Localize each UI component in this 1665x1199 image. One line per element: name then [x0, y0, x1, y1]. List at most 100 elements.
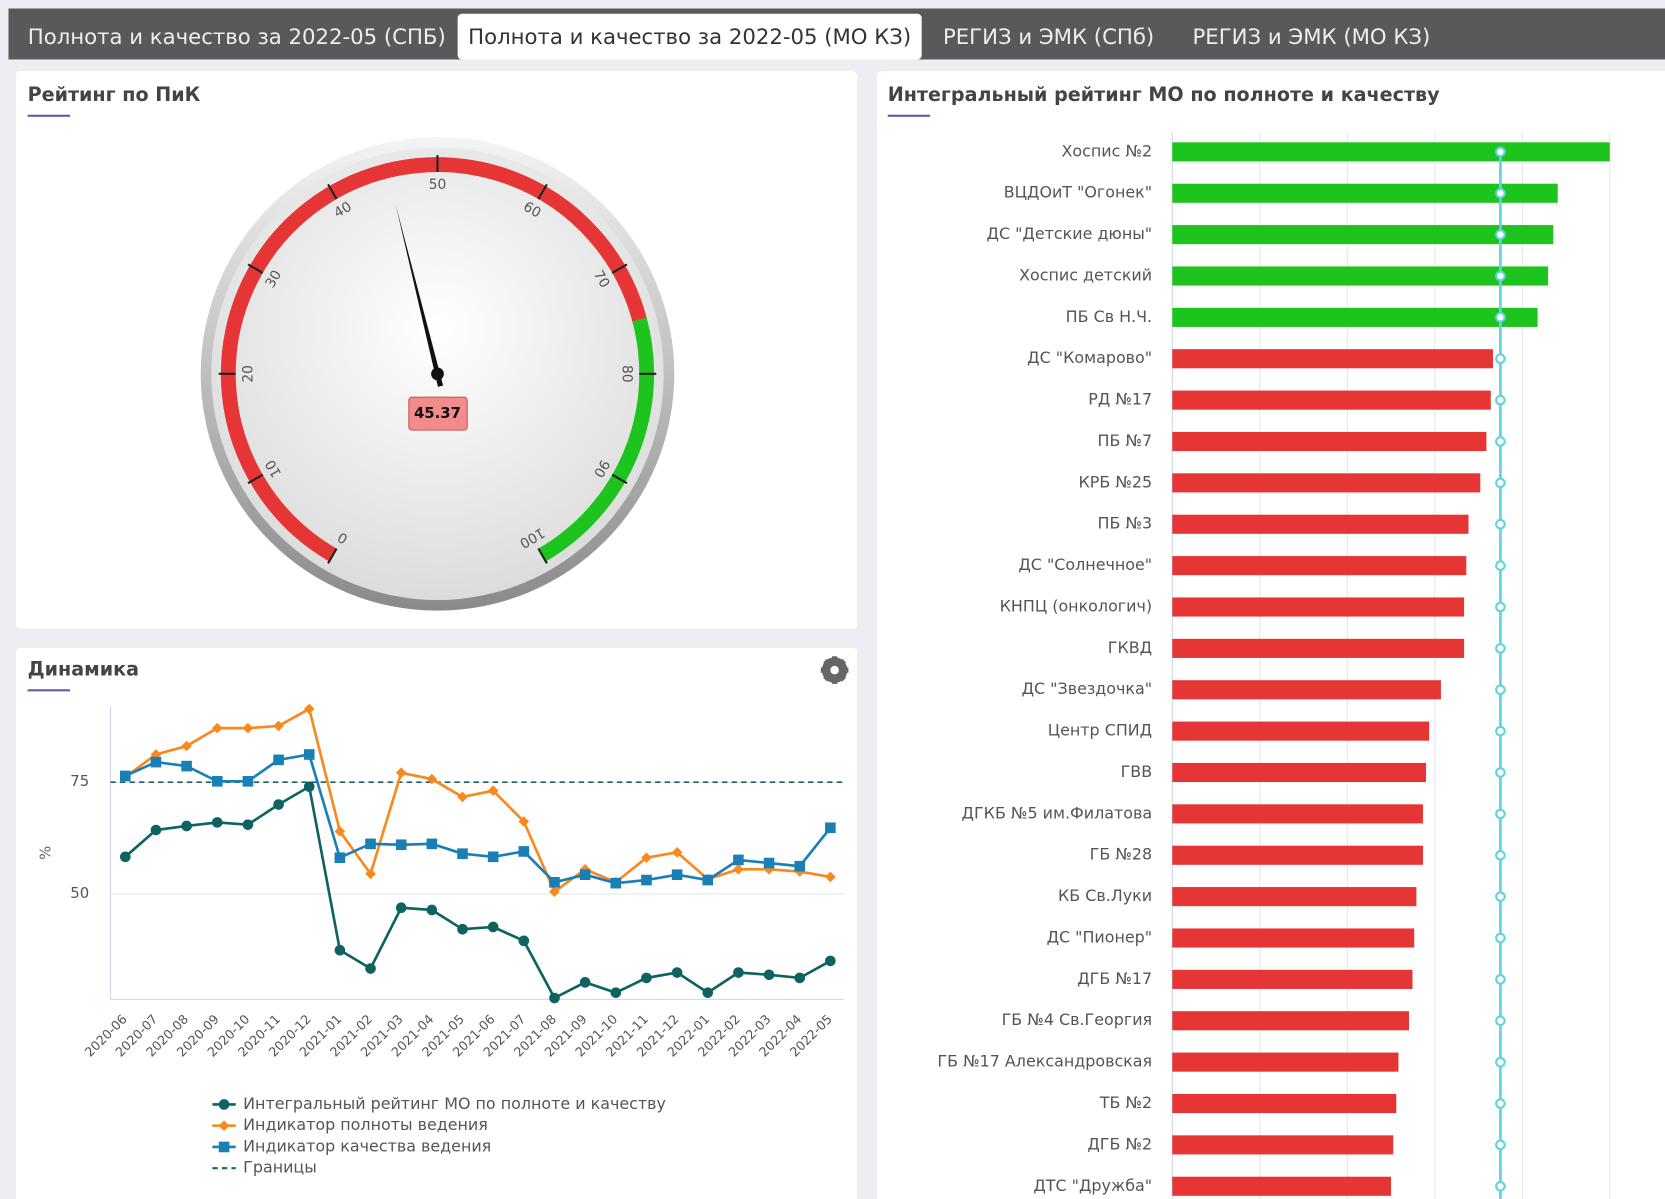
point — [794, 860, 806, 872]
point — [487, 851, 499, 863]
threshold-point — [1495, 808, 1506, 820]
bar — [1172, 721, 1430, 741]
category-label: ДТС "Дружба" — [1033, 1176, 1152, 1195]
point — [733, 854, 744, 866]
threshold-point — [1495, 891, 1506, 902]
title-underline — [27, 114, 71, 117]
threshold-point — [1495, 1139, 1506, 1151]
point — [487, 785, 499, 796]
gauge-value-box — [408, 396, 468, 431]
point — [794, 972, 806, 984]
bar — [1172, 762, 1427, 783]
point — [641, 972, 652, 984]
point — [641, 874, 652, 886]
threshold-point — [1495, 725, 1506, 737]
point — [426, 904, 438, 916]
point — [273, 754, 284, 766]
category-label: ГБ №17 Александровская — [937, 1052, 1152, 1071]
point — [218, 1141, 230, 1153]
point — [334, 944, 346, 956]
threshold-point — [1495, 1098, 1506, 1109]
bar — [1172, 390, 1491, 410]
point — [518, 816, 530, 827]
point — [671, 967, 683, 978]
point — [181, 760, 192, 772]
category-label: ДС "Солнечное" — [1018, 555, 1152, 574]
threshold-point — [1495, 353, 1506, 365]
category-label: ГБ №28 — [1090, 845, 1152, 864]
panel-title: Динамика — [28, 658, 139, 681]
legend-label[interactable]: Границы — [243, 1158, 317, 1177]
point — [365, 963, 376, 974]
tab[interactable]: РЕГИЗ и ЭМК (МО КЗ) — [1193, 25, 1431, 50]
point — [763, 969, 775, 981]
category-label: ВЦДОиТ "Огонек" — [1004, 183, 1152, 202]
threshold-point — [1495, 229, 1506, 240]
gauge-tick — [247, 473, 264, 485]
settings-icon[interactable] — [820, 656, 849, 684]
category-label: ГБ №4 Св.Георгия — [1002, 1010, 1153, 1029]
tab-active — [457, 13, 922, 60]
gauge-tick-label: 10 — [262, 457, 285, 480]
point — [825, 822, 836, 834]
category-label: КБ Св.Луки — [1058, 886, 1152, 905]
point — [119, 851, 131, 863]
gauge-tick — [247, 263, 264, 274]
point — [211, 817, 223, 828]
threshold-point — [1495, 270, 1506, 282]
threshold-point — [1495, 146, 1506, 158]
point — [641, 852, 652, 864]
tab[interactable]: РЕГИЗ и ЭМК (СПб) — [943, 25, 1154, 50]
category-label: ТБ №2 — [1099, 1093, 1152, 1112]
gauge-tick — [611, 263, 628, 274]
gauge-tick-label: 80 — [618, 365, 634, 383]
threshold-point — [1495, 312, 1506, 323]
point — [242, 775, 254, 787]
legend-label[interactable]: Индикатор полноты ведения — [243, 1115, 488, 1134]
threshold-point — [1495, 1056, 1506, 1068]
bar — [1172, 804, 1423, 824]
gauge-band — [538, 317, 655, 562]
title-underline — [887, 114, 931, 117]
threshold-point — [1495, 601, 1506, 613]
gauge-tick — [327, 183, 338, 200]
bar — [1172, 928, 1415, 948]
point — [457, 923, 468, 935]
tab[interactable]: Полнота и качество за 2022-05 (МО КЗ) — [468, 25, 911, 50]
point — [702, 874, 714, 886]
threshold-point — [1495, 849, 1506, 861]
bar — [1172, 514, 1469, 534]
bar — [1172, 473, 1481, 493]
legend-label[interactable]: Интегральный рейтинг МО по полноте и кач… — [243, 1094, 666, 1113]
category-label: Центр СПИД — [1048, 721, 1152, 740]
point — [181, 820, 192, 832]
gauge-tick — [537, 548, 548, 564]
point — [395, 767, 407, 779]
panel — [15, 647, 857, 1199]
gauge-tick — [611, 473, 628, 485]
threshold-point — [1495, 477, 1506, 489]
panel-title: Рейтинг по ПиК — [28, 83, 201, 106]
threshold-point — [1495, 932, 1506, 944]
point — [395, 902, 407, 914]
gauge-tick — [537, 183, 548, 200]
point — [218, 1099, 230, 1110]
legend-label[interactable]: Индикатор качества ведения — [243, 1136, 491, 1155]
tab[interactable]: Полнота и качество за 2022-05 (СПБ) — [28, 25, 446, 50]
point — [365, 868, 376, 880]
point — [579, 869, 591, 880]
title-underline — [27, 689, 71, 692]
point — [303, 749, 315, 760]
bar — [1172, 638, 1465, 658]
category-label: Хоспис детский — [1019, 265, 1152, 284]
gauge-tick-label: 40 — [331, 199, 354, 222]
point — [334, 852, 346, 864]
point — [150, 756, 162, 768]
bar — [1172, 597, 1465, 617]
point — [218, 1120, 230, 1132]
point — [549, 886, 560, 897]
point — [610, 877, 622, 889]
bar — [1172, 431, 1487, 452]
threshold-point — [1495, 560, 1506, 571]
